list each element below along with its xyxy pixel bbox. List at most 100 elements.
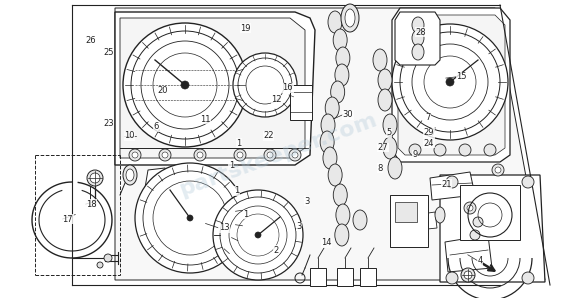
Text: 2: 2	[273, 246, 278, 255]
Ellipse shape	[90, 173, 100, 183]
Ellipse shape	[289, 149, 301, 161]
Ellipse shape	[336, 204, 350, 226]
Ellipse shape	[446, 272, 458, 284]
Ellipse shape	[378, 89, 392, 111]
Ellipse shape	[522, 176, 534, 188]
Text: 29: 29	[424, 128, 434, 137]
Ellipse shape	[159, 149, 171, 161]
Ellipse shape	[336, 47, 350, 69]
Ellipse shape	[233, 53, 297, 117]
Polygon shape	[115, 12, 315, 165]
Ellipse shape	[162, 152, 168, 158]
Ellipse shape	[373, 49, 387, 71]
Bar	[310, 268, 326, 286]
Ellipse shape	[446, 176, 458, 188]
Polygon shape	[415, 212, 437, 230]
Bar	[360, 268, 376, 286]
Ellipse shape	[194, 149, 206, 161]
Ellipse shape	[409, 144, 421, 156]
Ellipse shape	[321, 114, 335, 136]
Ellipse shape	[392, 24, 508, 140]
Text: 15: 15	[456, 72, 467, 81]
Ellipse shape	[383, 114, 397, 136]
Text: 12: 12	[271, 95, 281, 104]
Text: 1: 1	[236, 139, 241, 148]
Ellipse shape	[470, 230, 480, 240]
Polygon shape	[120, 18, 305, 158]
Text: 30: 30	[343, 110, 353, 119]
Ellipse shape	[333, 29, 347, 51]
Text: 27: 27	[378, 143, 388, 152]
Ellipse shape	[459, 144, 471, 156]
Ellipse shape	[129, 149, 141, 161]
Ellipse shape	[334, 184, 347, 206]
Ellipse shape	[197, 152, 203, 158]
Ellipse shape	[383, 137, 397, 159]
Polygon shape	[430, 172, 475, 200]
Text: 7: 7	[426, 113, 431, 122]
Ellipse shape	[446, 78, 454, 86]
Text: 16: 16	[283, 83, 293, 92]
Ellipse shape	[435, 207, 445, 223]
Text: 19: 19	[240, 24, 251, 33]
Text: 3: 3	[304, 197, 309, 206]
Text: 13: 13	[219, 224, 229, 232]
Text: 6: 6	[153, 122, 159, 131]
Ellipse shape	[123, 165, 137, 185]
Text: 24: 24	[424, 139, 434, 148]
Polygon shape	[395, 12, 440, 65]
Text: 26: 26	[86, 36, 96, 45]
Bar	[337, 268, 353, 286]
Ellipse shape	[412, 30, 424, 46]
Ellipse shape	[495, 167, 501, 173]
Text: 18: 18	[86, 200, 96, 209]
Ellipse shape	[292, 152, 298, 158]
Text: 10: 10	[124, 131, 135, 140]
Ellipse shape	[522, 272, 534, 284]
Ellipse shape	[328, 11, 342, 33]
Polygon shape	[445, 235, 492, 272]
Text: 28: 28	[416, 28, 426, 37]
Text: 1: 1	[229, 161, 234, 170]
Ellipse shape	[320, 131, 334, 153]
Ellipse shape	[87, 170, 103, 186]
Ellipse shape	[467, 205, 473, 211]
Text: 5: 5	[387, 128, 392, 137]
Text: 1: 1	[243, 210, 248, 219]
Text: 8: 8	[378, 164, 383, 173]
Text: 14: 14	[321, 238, 332, 247]
Ellipse shape	[264, 149, 276, 161]
Ellipse shape	[492, 164, 504, 176]
Ellipse shape	[484, 144, 496, 156]
Text: 11: 11	[200, 115, 210, 124]
Text: 17: 17	[63, 215, 73, 224]
Ellipse shape	[132, 152, 138, 158]
Bar	[395, 202, 417, 222]
Ellipse shape	[353, 210, 367, 230]
Ellipse shape	[255, 232, 261, 238]
Text: partskeeper.com: partskeeper.com	[176, 110, 380, 200]
Text: 1: 1	[234, 186, 240, 195]
Ellipse shape	[378, 69, 392, 91]
Ellipse shape	[135, 163, 245, 273]
Text: 22: 22	[263, 131, 274, 140]
Ellipse shape	[126, 169, 134, 181]
Ellipse shape	[325, 97, 339, 119]
Ellipse shape	[323, 147, 337, 169]
Ellipse shape	[434, 144, 446, 156]
Ellipse shape	[267, 152, 273, 158]
Polygon shape	[115, 8, 545, 280]
Ellipse shape	[464, 271, 472, 279]
Ellipse shape	[388, 157, 402, 179]
Text: 20: 20	[157, 86, 168, 95]
Ellipse shape	[181, 81, 189, 89]
Text: 23: 23	[103, 119, 113, 128]
Ellipse shape	[335, 64, 349, 86]
Ellipse shape	[104, 254, 112, 262]
Polygon shape	[398, 15, 505, 155]
Ellipse shape	[123, 23, 247, 147]
Ellipse shape	[335, 224, 349, 246]
Ellipse shape	[213, 190, 303, 280]
Text: 9: 9	[412, 150, 417, 159]
Ellipse shape	[412, 17, 424, 33]
